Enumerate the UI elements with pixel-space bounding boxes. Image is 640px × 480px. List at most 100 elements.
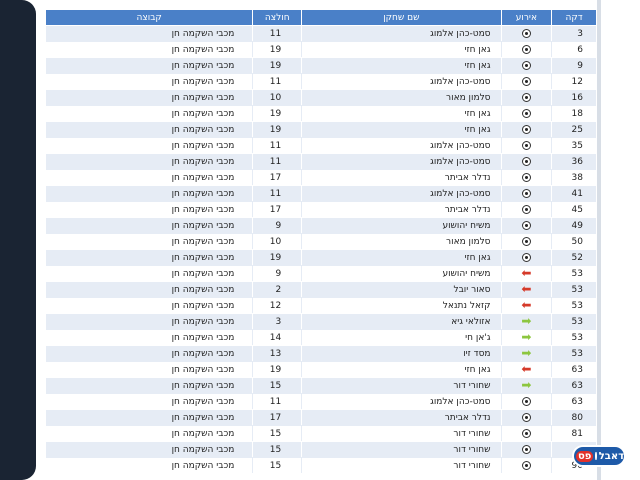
goal-ball-icon [521, 412, 531, 422]
goal-ball-icon [521, 172, 531, 182]
goal-ball-icon [521, 156, 531, 166]
sub-in-arrow-icon: ➡ [521, 329, 532, 344]
cell-shirt: 19 [252, 57, 302, 73]
sub-in-arrow-icon: ➡ [521, 377, 532, 392]
cell-player: קזאל נתנאל [301, 297, 501, 313]
table-row: 50 סלמון מאור 10 מכבי השקמה חן [46, 233, 596, 249]
cell-minute: 16 [551, 89, 596, 105]
cell-player: גאן חזי [301, 105, 501, 121]
cell-team: מכבי השקמה חן [46, 121, 253, 137]
cell-player: נדלר אביתר [301, 409, 501, 425]
table-row: 3 סמט-כהן אלמוג 11 מכבי השקמה חן [46, 25, 596, 41]
header-shirt[interactable]: חולצה [252, 10, 302, 25]
table-row: 35 סמט-כהן אלמוג 11 מכבי השקמה חן [46, 137, 596, 153]
cell-event [500, 41, 552, 57]
cell-player: סלמון מאור [301, 89, 501, 105]
cell-minute: 80 [551, 409, 596, 425]
cell-event [500, 425, 552, 441]
cell-team: מכבי השקמה חן [46, 41, 253, 57]
scroll-edge [597, 0, 601, 480]
cell-shirt: 19 [252, 41, 302, 57]
table-row: 63 סמט-כהן אלמוג 11 מכבי השקמה חן [46, 393, 596, 409]
sub-in-arrow-icon: ➡ [521, 313, 532, 328]
goal-ball-icon [521, 124, 531, 134]
cell-shirt: 12 [252, 297, 302, 313]
cell-player: סמט-כהן אלמוג [301, 185, 501, 201]
cell-player: גאן חזי [301, 121, 501, 137]
goal-ball-icon [521, 140, 531, 150]
cell-player: שחורי דור [301, 457, 501, 473]
cell-minute: 81 [551, 425, 596, 441]
goal-ball-icon [521, 220, 531, 230]
cell-shirt: 2 [252, 281, 302, 297]
cell-minute: 12 [551, 73, 596, 89]
sub-out-arrow-icon: ⬅ [521, 297, 532, 312]
cell-shirt: 13 [252, 345, 302, 361]
table-row: 16 סלמון מאור 10 מכבי השקמה חן [46, 89, 596, 105]
cell-player: סלמון מאור [301, 233, 501, 249]
goal-ball-icon [521, 460, 531, 470]
cell-player: סמט-כהן אלמוג [301, 393, 501, 409]
cell-team: מכבי השקמה חן [46, 281, 253, 297]
cell-event: ⬅ [500, 297, 552, 313]
goal-ball-icon [521, 60, 531, 70]
cell-team: מכבי השקמה חן [46, 393, 253, 409]
cell-event [500, 249, 552, 265]
cell-event [500, 441, 552, 457]
table-row: 36 סמט-כהן אלמוג 11 מכבי השקמה חן [46, 153, 596, 169]
side-panel [0, 0, 36, 480]
cell-event: ➡ [500, 345, 552, 361]
cell-event: ⬅ [500, 361, 552, 377]
cell-player: סמט-כהן אלמוג [301, 25, 501, 41]
cell-team: מכבי השקמה חן [46, 217, 253, 233]
cell-player: נדלר אביתר [301, 169, 501, 185]
header-event[interactable]: אירוע [500, 10, 552, 25]
cell-shirt: 17 [252, 169, 302, 185]
cell-event [500, 137, 552, 153]
cell-player: גאן חזי [301, 361, 501, 377]
cell-event [500, 457, 552, 473]
cell-event [500, 153, 552, 169]
header-minute[interactable]: דקה [551, 10, 596, 25]
logo-text-main: דאבל [598, 450, 624, 462]
table-row: 90 שחורי דור 15 מכבי השקמה חן [46, 457, 596, 473]
cell-event [500, 217, 552, 233]
cell-minute: 49 [551, 217, 596, 233]
cell-minute: 38 [551, 169, 596, 185]
cell-team: מכבי השקמה חן [46, 265, 253, 281]
cell-shirt: 15 [252, 425, 302, 441]
goal-ball-icon [521, 444, 531, 454]
header-team[interactable]: קבוצה [46, 10, 253, 25]
cell-shirt: 15 [252, 441, 302, 457]
cell-minute: 3 [551, 25, 596, 41]
cell-shirt: 15 [252, 377, 302, 393]
cell-shirt: 17 [252, 409, 302, 425]
cell-minute: 53 [551, 345, 596, 361]
table-row: 18 גאן חזי 19 מכבי השקמה חן [46, 105, 596, 121]
table-row: 53 ⬅ משיח יהושוע 9 מכבי השקמה חן [46, 265, 596, 281]
table-row: 12 סמט-כהן אלמוג 11 מכבי השקמה חן [46, 73, 596, 89]
cell-shirt: 19 [252, 121, 302, 137]
cell-team: מכבי השקמה חן [46, 153, 253, 169]
table-row: 25 גאן חזי 19 מכבי השקמה חן [46, 121, 596, 137]
goal-ball-icon [521, 428, 531, 438]
logo-text-accent: פס [576, 450, 594, 462]
cell-player: גאן חזי [301, 249, 501, 265]
cell-shirt: 17 [252, 201, 302, 217]
table-header-row: דקה אירוע שם שחקן חולצה קבוצה [46, 10, 596, 25]
header-player[interactable]: שם שחקן [301, 10, 501, 25]
cell-event [500, 57, 552, 73]
table-row: 41 סמט-כהן אלמוג 11 מכבי השקמה חן [46, 185, 596, 201]
table-row: 52 גאן חזי 19 מכבי השקמה חן [46, 249, 596, 265]
table-row: 53 ➡ מסד זיו 13 מכבי השקמה חן [46, 345, 596, 361]
table-row: 53 ⬅ סאור יובל 2 מכבי השקמה חן [46, 281, 596, 297]
goal-ball-icon [521, 188, 531, 198]
cell-player: שחורי דור [301, 425, 501, 441]
cell-shirt: 19 [252, 361, 302, 377]
cell-minute: 36 [551, 153, 596, 169]
table-row: 6 גאן חזי 19 מכבי השקמה חן [46, 41, 596, 57]
cell-shirt: 9 [252, 217, 302, 233]
cell-minute: 52 [551, 249, 596, 265]
cell-minute: 6 [551, 41, 596, 57]
cell-minute: 25 [551, 121, 596, 137]
